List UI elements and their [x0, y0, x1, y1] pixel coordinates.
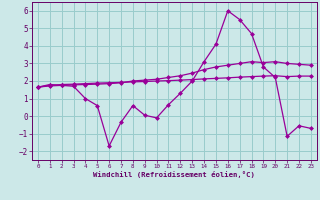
- X-axis label: Windchill (Refroidissement éolien,°C): Windchill (Refroidissement éolien,°C): [93, 171, 255, 178]
